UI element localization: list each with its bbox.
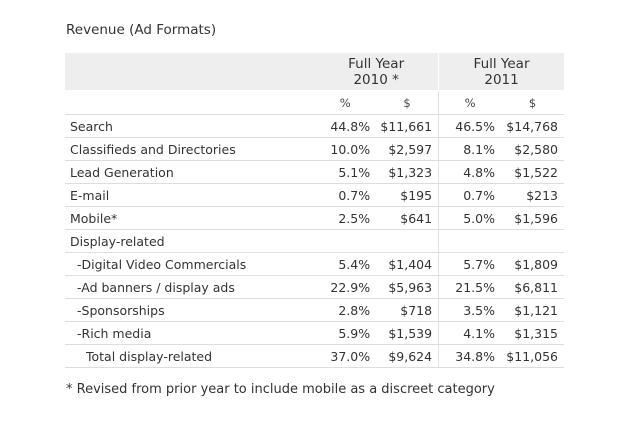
cell-dollar-2011: $1,315 [500, 321, 564, 345]
cell-dollar-2011: $1,596 [500, 206, 564, 230]
cell-dollar-2010: $195 [376, 183, 439, 207]
row-label: -Sponsorships [65, 298, 315, 322]
row-label: -Digital Video Commercials [65, 252, 315, 276]
cell-dollar-2011: $11,056 [500, 344, 564, 368]
cell-dollar-2010: $1,404 [376, 252, 439, 276]
header-2011: Full Year 2011 [438, 53, 564, 91]
cell-percent-2010: 5.1% [314, 160, 377, 184]
units-blank-cell [65, 90, 315, 115]
cell-dollar-2010: $1,539 [376, 321, 439, 345]
header-2010-line1: Full Year [348, 55, 405, 72]
row-label: Search [65, 114, 315, 138]
cell-percent-2010: 0.7% [314, 183, 377, 207]
header-blank-cell [65, 53, 315, 91]
cell-dollar-2011 [500, 229, 564, 253]
cell-percent-2011: 46.5% [438, 114, 501, 138]
cell-dollar-2011: $6,811 [500, 275, 564, 299]
table-row: -Rich media 5.9% $1,539 4.1% $1,315 [65, 321, 564, 345]
cell-dollar-2010: $9,624 [376, 344, 439, 368]
cell-dollar-2011: $2,580 [500, 137, 564, 161]
cell-percent-2011: 5.0% [438, 206, 501, 230]
cell-percent-2010: 10.0% [314, 137, 377, 161]
cell-dollar-2011: $1,522 [500, 160, 564, 184]
cell-percent-2011: 4.8% [438, 160, 501, 184]
revenue-table: Full Year 2010 * Full Year 2011 % $ % $ … [65, 53, 564, 368]
unit-dollar-2010: $ [376, 90, 439, 115]
row-label: Mobile* [65, 206, 315, 230]
cell-percent-2010: 5.9% [314, 321, 377, 345]
cell-dollar-2011: $1,809 [500, 252, 564, 276]
cell-dollar-2010: $11,661 [376, 114, 439, 138]
unit-percent-2010: % [314, 90, 377, 115]
table-row: Display-related [65, 229, 564, 253]
row-label: -Rich media [65, 321, 315, 345]
cell-dollar-2011: $1,121 [500, 298, 564, 322]
row-label: Total display-related [65, 344, 315, 368]
unit-percent-2011: % [438, 90, 501, 115]
header-2010: Full Year 2010 * [314, 53, 439, 91]
cell-percent-2010: 2.8% [314, 298, 377, 322]
cell-percent-2011: 4.1% [438, 321, 501, 345]
cell-percent-2011: 21.5% [438, 275, 501, 299]
cell-dollar-2010: $2,597 [376, 137, 439, 161]
header-2011-line1: Full Year [473, 55, 530, 72]
cell-percent-2010: 5.4% [314, 252, 377, 276]
footnote: * Revised from prior year to include mob… [66, 382, 495, 397]
cell-dollar-2010 [376, 229, 439, 253]
cell-percent-2010: 22.9% [314, 275, 377, 299]
cell-percent-2010 [314, 229, 377, 253]
row-label: Classifieds and Directories [65, 137, 315, 161]
cell-percent-2011: 5.7% [438, 252, 501, 276]
table-title: Revenue (Ad Formats) [66, 22, 217, 38]
table-body: Search 44.8% $11,661 46.5% $14,768 Class… [65, 114, 564, 368]
header-2011-line2: 2011 [484, 71, 519, 88]
cell-dollar-2010: $641 [376, 206, 439, 230]
cell-percent-2011: 0.7% [438, 183, 501, 207]
table-row: Mobile* 2.5% $641 5.0% $1,596 [65, 206, 564, 230]
cell-dollar-2011: $14,768 [500, 114, 564, 138]
header-row: Full Year 2010 * Full Year 2011 [65, 53, 564, 91]
table-row: -Sponsorships 2.8% $718 3.5% $1,121 [65, 298, 564, 322]
cell-percent-2011: 3.5% [438, 298, 501, 322]
table-row: -Ad banners / display ads 22.9% $5,963 2… [65, 275, 564, 299]
table-row-total: Total display-related 37.0% $9,624 34.8%… [65, 344, 564, 368]
header-2010-line2: 2010 * [353, 71, 399, 88]
row-label: Display-related [65, 229, 315, 253]
cell-dollar-2010: $1,323 [376, 160, 439, 184]
cell-percent-2010: 44.8% [314, 114, 377, 138]
cell-dollar-2010: $718 [376, 298, 439, 322]
table-row: -Digital Video Commercials 5.4% $1,404 5… [65, 252, 564, 276]
row-label: -Ad banners / display ads [65, 275, 315, 299]
cell-percent-2011 [438, 229, 501, 253]
cell-percent-2010: 2.5% [314, 206, 377, 230]
units-row: % $ % $ [65, 90, 564, 115]
cell-dollar-2010: $5,963 [376, 275, 439, 299]
cell-percent-2010: 37.0% [314, 344, 377, 368]
table-row: E-mail 0.7% $195 0.7% $213 [65, 183, 564, 207]
cell-percent-2011: 34.8% [438, 344, 501, 368]
cell-dollar-2011: $213 [500, 183, 564, 207]
row-label: Lead Generation [65, 160, 315, 184]
table-row: Classifieds and Directories 10.0% $2,597… [65, 137, 564, 161]
cell-percent-2011: 8.1% [438, 137, 501, 161]
row-label: E-mail [65, 183, 315, 207]
table-row: Lead Generation 5.1% $1,323 4.8% $1,522 [65, 160, 564, 184]
table-row: Search 44.8% $11,661 46.5% $14,768 [65, 114, 564, 138]
unit-dollar-2011: $ [500, 90, 564, 115]
